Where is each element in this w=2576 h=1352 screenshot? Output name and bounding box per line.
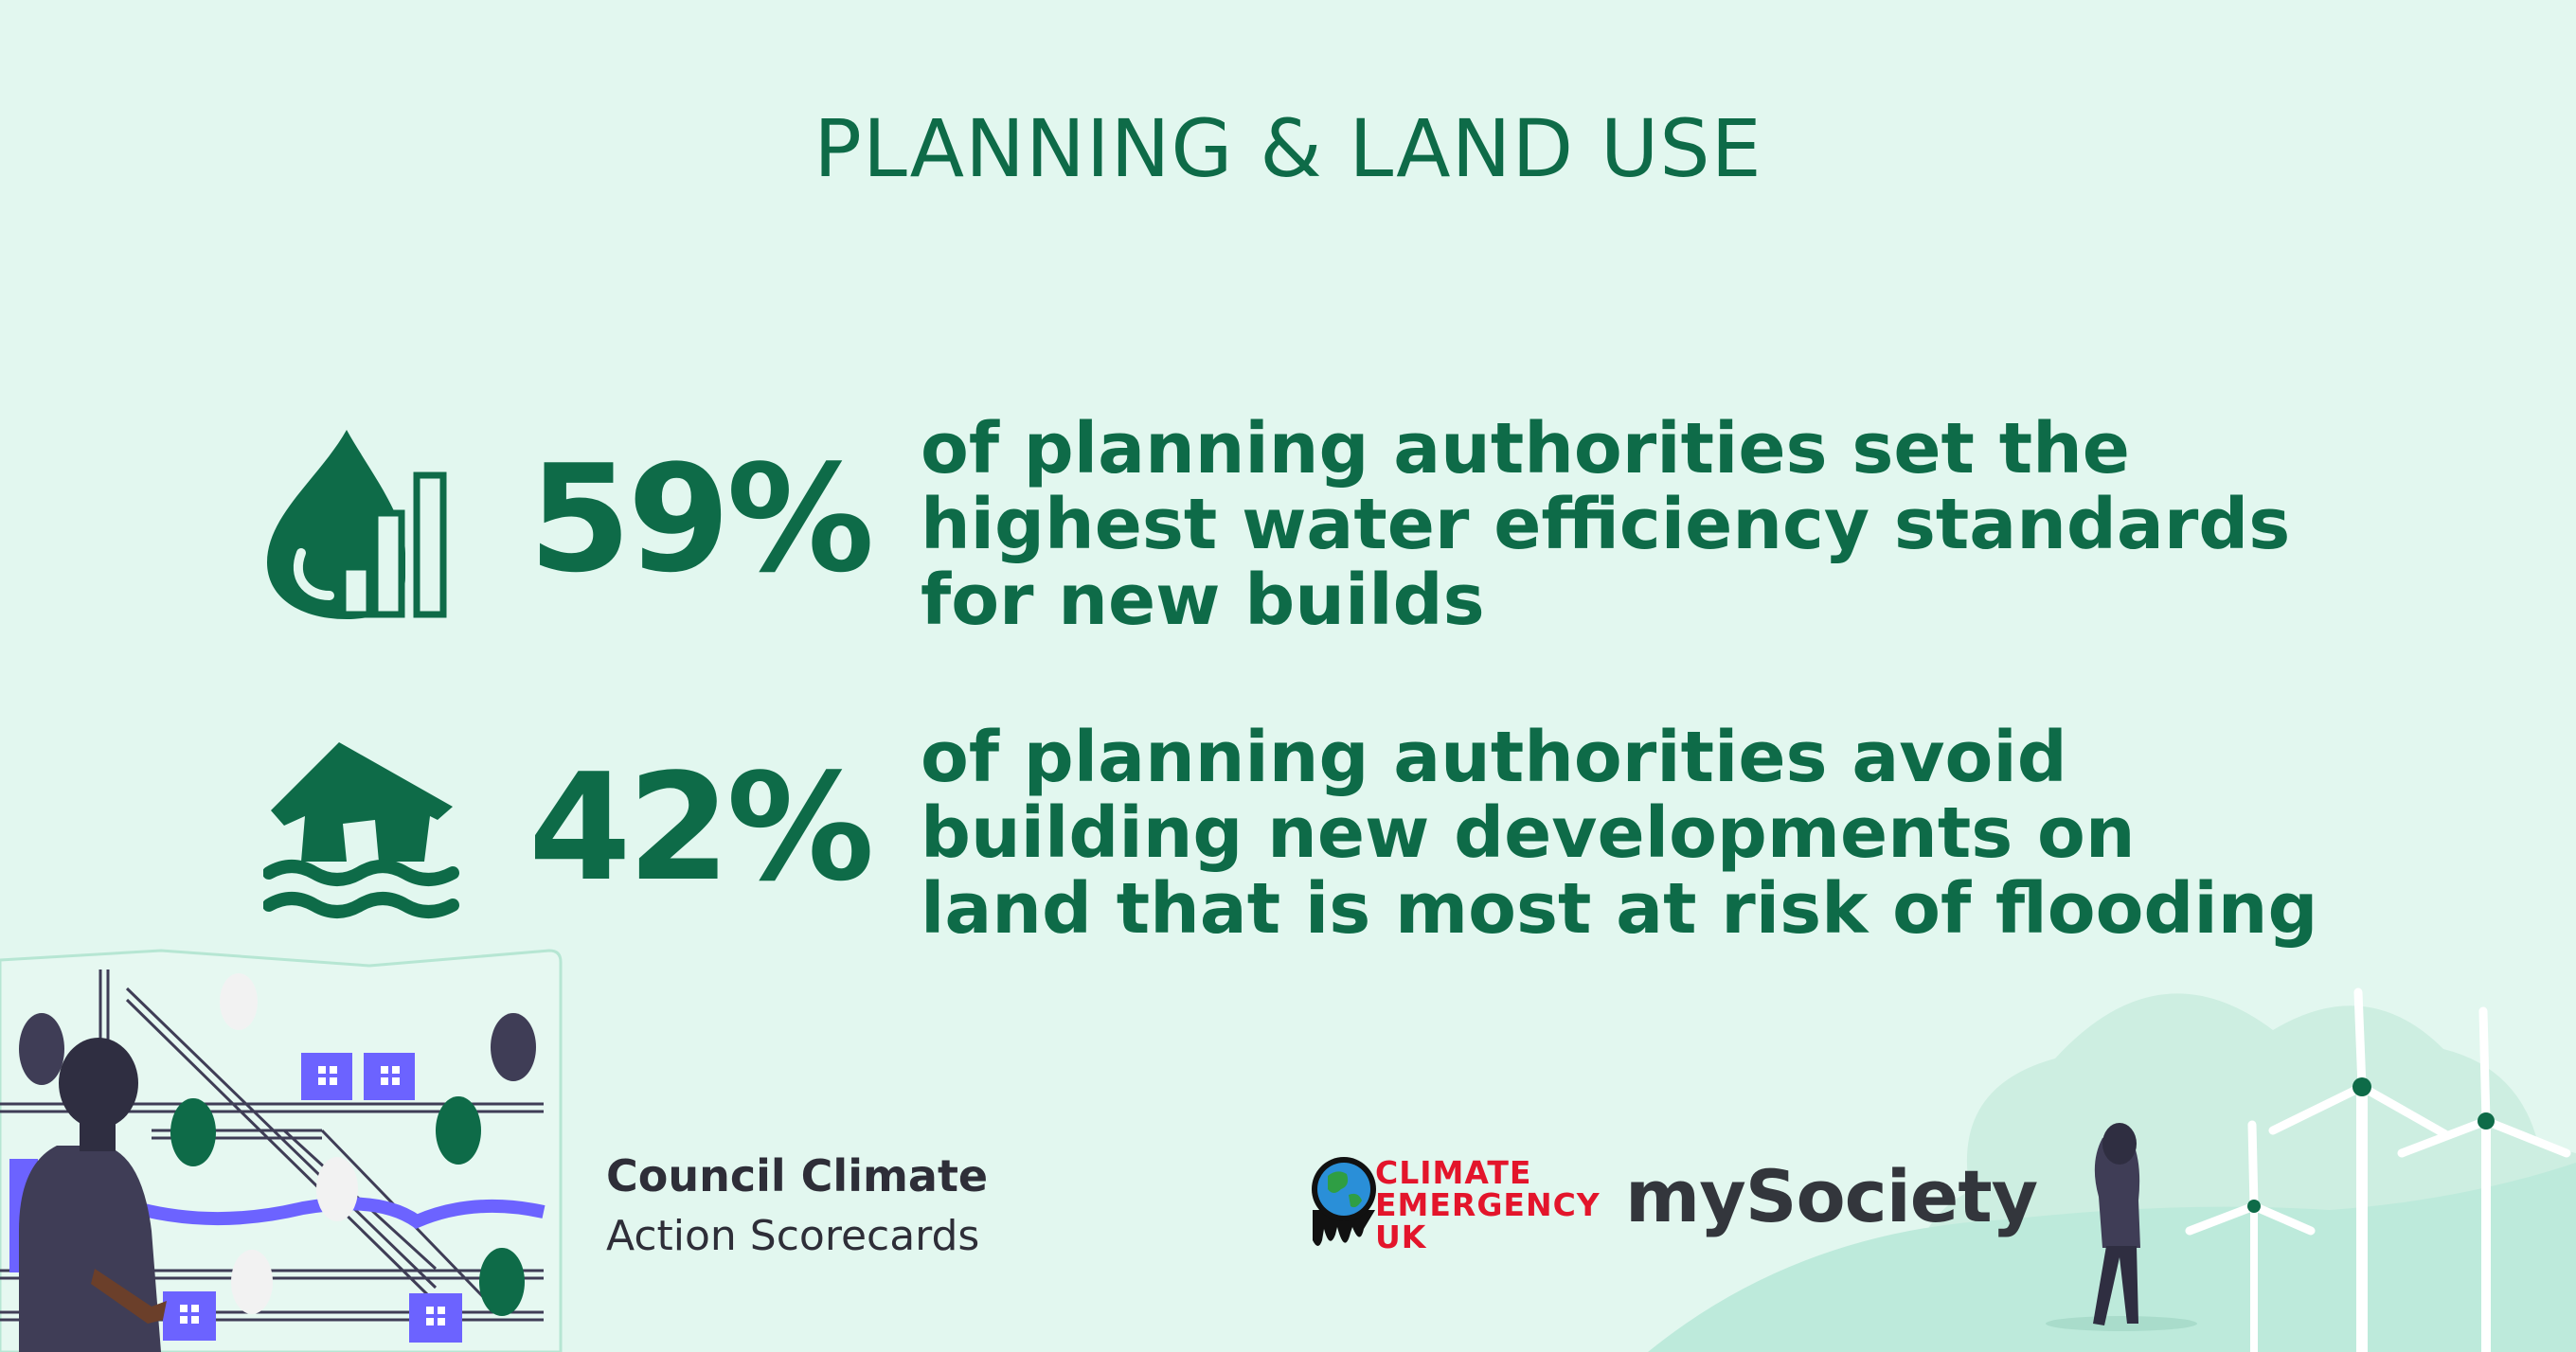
- water-drop-bar-chart-icon: [263, 411, 462, 624]
- stat-description-line: highest water efficiency standards: [921, 484, 2291, 565]
- stat-percent: 59%: [528, 433, 874, 605]
- brand-line-2: Action Scorecards: [606, 1212, 980, 1260]
- city-map-illustration: [0, 949, 563, 1352]
- ceuk-word: EMERGENCY: [1375, 1186, 1601, 1223]
- globe-logo-icon: [1312, 1157, 1376, 1246]
- page-title: PLANNING & LAND USE: [814, 102, 1762, 195]
- stat-description-line: of planning authorities set the: [921, 408, 2130, 489]
- stat-description-line: of planning authorities avoid: [921, 717, 2067, 798]
- stat-description: of planning authorities avoid building n…: [921, 720, 2549, 947]
- stat-percent: 42%: [528, 741, 874, 914]
- climate-emergency-uk-logo: CLIMATE EMERGENCY UK: [1375, 1157, 1601, 1254]
- stat-description: of planning authorities set the highest …: [921, 411, 2549, 638]
- scorecards-brand: Council Climate Action Scorecards: [606, 1146, 988, 1267]
- stat-description-line: building new developments on: [921, 792, 2136, 874]
- mysociety-logo: mySociety: [1625, 1154, 2038, 1238]
- ceuk-word: CLIMATE: [1375, 1154, 1532, 1191]
- wind-turbine-illustration: [1648, 987, 2576, 1352]
- stat-description-line: for new builds: [921, 560, 1485, 641]
- stat-water-efficiency: 59% of planning authorities set the high…: [0, 411, 2576, 638]
- brand-line-1: Council Climate: [606, 1150, 989, 1201]
- ceuk-word: UK: [1375, 1219, 1427, 1255]
- stat-flood-risk: 42% of planning authorities avoid buildi…: [0, 720, 2576, 947]
- flooded-house-icon: [262, 720, 462, 933]
- stat-description-line: land that is most at risk of flooding: [921, 868, 2318, 950]
